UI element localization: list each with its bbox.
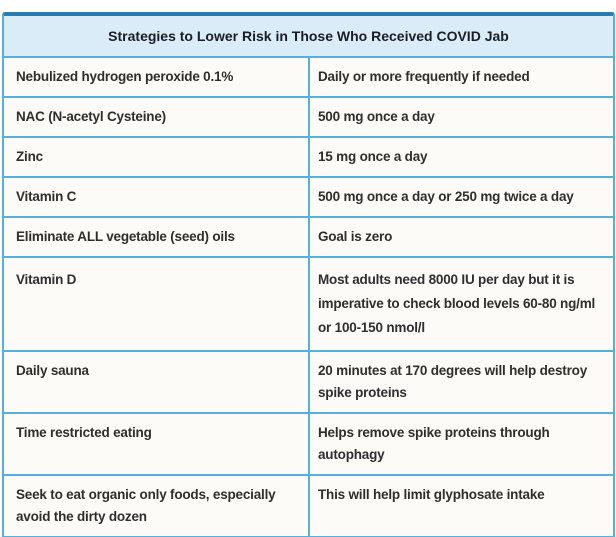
detail-cell: 15 mg once a day [318, 149, 428, 164]
strategy-cell: Seek to eat organic only foods, especial… [4, 476, 310, 536]
strategy-cell: Vitamin D [4, 258, 310, 350]
detail-cell: 500 mg once a day or 250 mg twice a day [318, 189, 574, 204]
table-row: Time restricted eating Helps remove spik… [4, 414, 613, 476]
strategy-cell: Nebulized hydrogen peroxide 0.1% [4, 58, 310, 96]
table-row: Nebulized hydrogen peroxide 0.1% Daily o… [4, 58, 613, 98]
detail-cell: Daily or more frequently if needed [318, 69, 530, 84]
table-row: Vitamin C 500 mg once a day or 250 mg tw… [4, 178, 613, 218]
detail-cell: Goal is zero [318, 229, 393, 244]
detail-cell: This will help limit glyphosate intake [318, 487, 545, 502]
strategy-cell: NAC (N-acetyl Cysteine) [4, 98, 310, 136]
table-row: Eliminate ALL vegetable (seed) oils Goal… [4, 218, 613, 258]
detail-cell: Helps remove spike proteins through auto… [318, 425, 550, 462]
table-row: Daily sauna 20 minutes at 170 degrees wi… [4, 352, 613, 414]
strategy-cell: Eliminate ALL vegetable (seed) oils [4, 218, 310, 256]
detail-cell: 500 mg once a day [318, 109, 435, 124]
table-row: NAC (N-acetyl Cysteine) 500 mg once a da… [4, 98, 613, 138]
strategy-cell: Daily sauna [4, 352, 310, 412]
table-row: Zinc 15 mg once a day [4, 138, 613, 178]
table-row: Vitamin D Most adults need 8000 IU per d… [4, 258, 613, 352]
strategy-cell: Zinc [4, 138, 310, 176]
table-header: Strategies to Lower Risk in Those Who Re… [4, 16, 613, 58]
strategy-cell: Time restricted eating [4, 414, 310, 474]
table-title: Strategies to Lower Risk in Those Who Re… [108, 28, 509, 44]
detail-cell: 20 minutes at 170 degrees will help dest… [318, 363, 588, 400]
risk-strategies-table: Strategies to Lower Risk in Those Who Re… [2, 12, 615, 537]
strategy-cell: Vitamin C [4, 178, 310, 216]
detail-cell: Most adults need 8000 IU per day but it … [318, 272, 596, 335]
table-row: Seek to eat organic only foods, especial… [4, 476, 613, 537]
